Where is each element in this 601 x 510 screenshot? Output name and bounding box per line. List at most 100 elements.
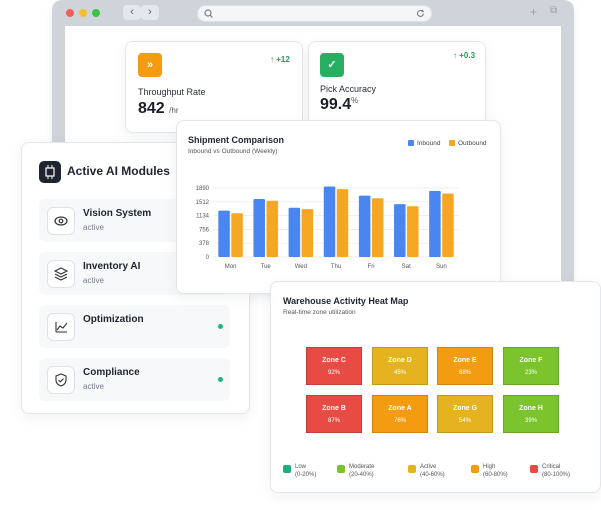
bar-outbound-wed[interactable] [301, 209, 314, 257]
bar-inbound-fri[interactable] [358, 195, 371, 257]
module-status: active [83, 223, 104, 232]
address-bar[interactable] [197, 5, 432, 22]
forward-icon[interactable]: › [141, 5, 159, 20]
x-tick-label: Fri [368, 264, 375, 270]
reload-icon[interactable] [416, 9, 425, 18]
x-tick-label: Thu [331, 264, 341, 270]
legend-label-moderate: Moderate (20-40%) [349, 464, 375, 478]
zone-c[interactable]: Zone C 92% [306, 347, 362, 385]
bar-outbound-sat[interactable] [407, 206, 419, 257]
module-name: Optimization [83, 314, 144, 325]
kpi-delta: ↑ +0.3 [453, 51, 476, 60]
status-dot [218, 324, 223, 329]
y-tick-label: 0 [206, 255, 210, 261]
bar-inbound-mon[interactable] [218, 210, 230, 257]
zone-value: 45% [393, 370, 406, 376]
zone-name: Zone B [322, 405, 346, 412]
kpi-delta: ↑ +12 [270, 55, 290, 64]
zone-value: 92% [327, 370, 340, 376]
zone-g[interactable]: Zone G 54% [437, 395, 493, 433]
maximize-dot[interactable] [92, 9, 100, 17]
zone-name: Zone D [388, 357, 412, 364]
module-name: Vision System [83, 208, 152, 219]
kpi-label: Throughput Rate [138, 87, 206, 97]
zone-value: 23% [524, 370, 537, 376]
trend-icon [47, 313, 75, 341]
legend-swatch-critical [530, 465, 538, 473]
eye-icon [47, 207, 75, 235]
bar-inbound-sun[interactable] [429, 190, 441, 257]
module-optimization[interactable]: Optimization [39, 305, 230, 348]
legend-swatch-high [471, 465, 479, 473]
zone-d[interactable]: Zone D 45% [372, 347, 428, 385]
y-tick-label: 756 [199, 227, 210, 233]
legend-label-critical: Critical (80-100%) [542, 464, 571, 478]
x-tick-label: Mon [225, 264, 237, 270]
zone-b[interactable]: Zone B 87% [306, 395, 362, 433]
legend-label-low: Low (0-20%) [295, 464, 317, 478]
legend-swatch-inbound [408, 140, 414, 146]
module-name: Compliance [83, 367, 140, 378]
x-tick-label: Wed [295, 264, 307, 270]
bar-inbound-wed[interactable] [288, 207, 301, 257]
y-tick-label: 378 [199, 241, 210, 247]
bar-outbound-sun[interactable] [442, 193, 454, 257]
legend-swatch-moderate [337, 465, 345, 473]
zone-h[interactable]: Zone H 39% [503, 395, 559, 433]
legend-inbound[interactable]: Inbound [417, 140, 441, 147]
bar-outbound-fri[interactable] [371, 198, 384, 257]
module-compliance[interactable]: Compliance active [39, 358, 230, 401]
y-tick-label: 1890 [196, 186, 210, 192]
legend-label-active: Active (40-60%) [420, 464, 445, 478]
bar-outbound-mon[interactable] [231, 213, 243, 257]
new-tab-icon[interactable]: + [530, 5, 538, 19]
zone-name: Zone G [452, 405, 478, 412]
zone-name: Zone A [388, 405, 412, 412]
y-tick-label: 1512 [196, 200, 210, 206]
kpi-value: 842 /hr [138, 100, 179, 117]
bar-inbound-thu[interactable] [323, 186, 336, 257]
chart-subtitle: Inbound vs Outbound (Weekly) [188, 148, 278, 155]
zone-value: 54% [458, 418, 471, 424]
kpi-label: Pick Accuracy [320, 84, 377, 94]
heatmap-subtitle: Real-time zone utilization [283, 309, 356, 316]
zone-value: 39% [524, 418, 537, 424]
zone-value: 68% [458, 370, 471, 376]
fast-forward-icon: » [138, 53, 162, 77]
shipment-chart-card: Shipment Comparison Inbound vs Outbound … [176, 120, 501, 294]
zone-e[interactable]: Zone E 68% [437, 347, 493, 385]
zone-name: Zone F [519, 357, 543, 364]
search-icon [204, 9, 213, 18]
bar-outbound-tue[interactable] [266, 200, 278, 257]
legend-label-high: High (60-80%) [483, 464, 508, 478]
shield-icon [47, 366, 75, 394]
close-dot[interactable] [66, 9, 74, 17]
zone-name: Zone H [519, 405, 543, 412]
module-status: active [83, 382, 104, 391]
x-tick-label: Tue [261, 264, 272, 270]
zone-name: Zone E [453, 357, 477, 364]
x-tick-label: Sat [402, 264, 411, 270]
zone-f[interactable]: Zone F 23% [503, 347, 559, 385]
chip-icon [39, 161, 61, 183]
legend-swatch-low [283, 465, 291, 473]
heatmap-card: Warehouse Activity Heat Map Real-time zo… [270, 281, 601, 493]
kpi-value: 99.4% [320, 96, 359, 113]
zone-a[interactable]: Zone A 76% [372, 395, 428, 433]
bar-inbound-tue[interactable] [253, 198, 265, 257]
modules-title: Active AI Modules [67, 164, 170, 178]
module-name: Inventory AI [83, 261, 141, 272]
zone-value: 87% [327, 418, 340, 424]
kpi-card-accuracy: ✓ ↑ +0.3 Pick Accuracy 99.4% [308, 41, 486, 133]
y-tick-label: 1134 [196, 214, 210, 220]
minimize-dot[interactable] [79, 9, 87, 17]
bar-outbound-thu[interactable] [336, 189, 349, 257]
legend-swatch-active [408, 465, 416, 473]
copy-icon[interactable]: ⧉ [550, 5, 558, 16]
back-icon[interactable]: ‹ [123, 5, 141, 20]
bar-inbound-sat[interactable] [394, 204, 406, 257]
legend-swatch-outbound [449, 140, 455, 146]
heatmap-title: Warehouse Activity Heat Map [283, 296, 409, 306]
zone-value: 76% [393, 418, 406, 424]
legend-outbound[interactable]: Outbound [458, 140, 487, 147]
